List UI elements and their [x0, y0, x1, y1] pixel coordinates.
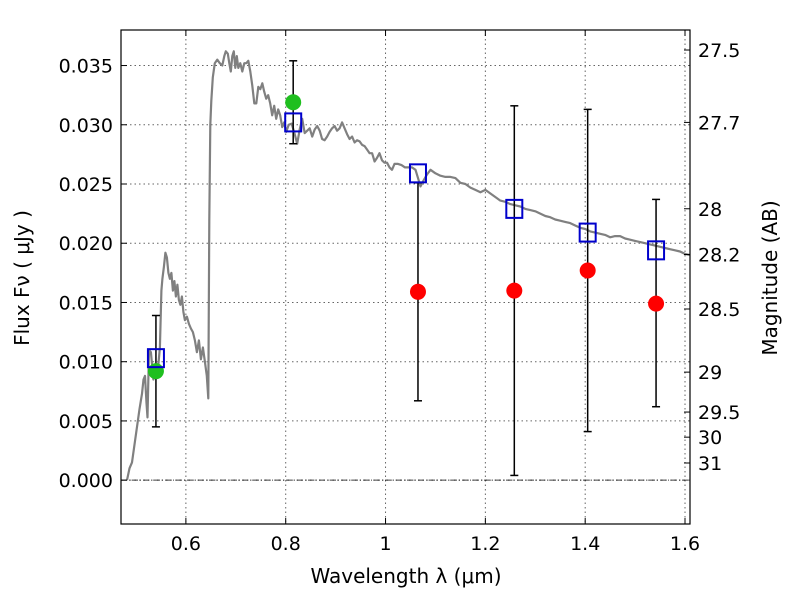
plot-frame [120, 29, 691, 525]
model-sed-layer [125, 50, 691, 481]
magnitude-tick-label: 30 [698, 427, 722, 449]
detection-point-0 [147, 363, 164, 380]
model-flux-square-2 [408, 163, 427, 184]
magnitude-tick-label: 29.5 [698, 402, 740, 424]
magnitude-tick-label: 28.5 [698, 299, 740, 321]
model-flux-square-1 [284, 112, 303, 133]
model-flux-square-4 [578, 222, 597, 243]
x-tick-label: 1 [379, 533, 391, 555]
model-flux-square-3 [505, 198, 524, 219]
y-tick-label: 0.015 [59, 292, 113, 314]
y-tick-label: 0.010 [59, 352, 113, 374]
magnitude-tick-label: 27.5 [698, 40, 740, 62]
non-detection-point-0 [409, 283, 426, 300]
y-tick-label: 0.020 [59, 233, 113, 255]
non-detection-point-1 [506, 282, 523, 299]
non-detection-point-3 [648, 295, 665, 312]
x-tick-label: 0.8 [271, 533, 301, 555]
magnitude-tick-label: 31 [698, 453, 722, 475]
model-flux-square-0 [146, 348, 165, 369]
model-flux-square-5 [647, 240, 666, 261]
x-tick-label: 1.4 [570, 533, 600, 555]
non-detection-point-2 [579, 262, 596, 279]
model-sed-line [125, 50, 691, 481]
magnitude-tick-label: 29 [698, 362, 722, 384]
tick-labels: 0.6 0.8 1 1.2 1.4 1.6 0.000 0.005 0.010 0.015 0.02… [59, 40, 741, 555]
axis-ticks [121, 30, 690, 524]
x-axis-label: Wavelength λ (μm) [310, 564, 501, 588]
y-axis-label: Flux Fν ( μJy ) [10, 210, 34, 346]
model-squares [146, 112, 666, 369]
detection-point-1 [285, 94, 302, 111]
x-tick-label: 0.6 [171, 533, 201, 555]
grid-lines [121, 30, 690, 524]
y-tick-label: 0.035 [59, 56, 113, 78]
x-tick-label: 1.2 [470, 533, 500, 555]
y-tick-label: 0.030 [59, 115, 113, 137]
magnitude-tick-label: 27.7 [698, 112, 740, 134]
magnitude-tick-label: 28 [698, 199, 722, 221]
y-tick-label: 0.005 [59, 411, 113, 433]
y2-axis-label: Magnitude (AB) [758, 200, 782, 355]
flux-circles [147, 94, 665, 380]
y-tick-label: 0.025 [59, 174, 113, 196]
magnitude-tick-label: 28.2 [698, 244, 740, 266]
y-tick-label: 0.000 [59, 470, 113, 492]
x-tick-label: 1.6 [670, 533, 700, 555]
